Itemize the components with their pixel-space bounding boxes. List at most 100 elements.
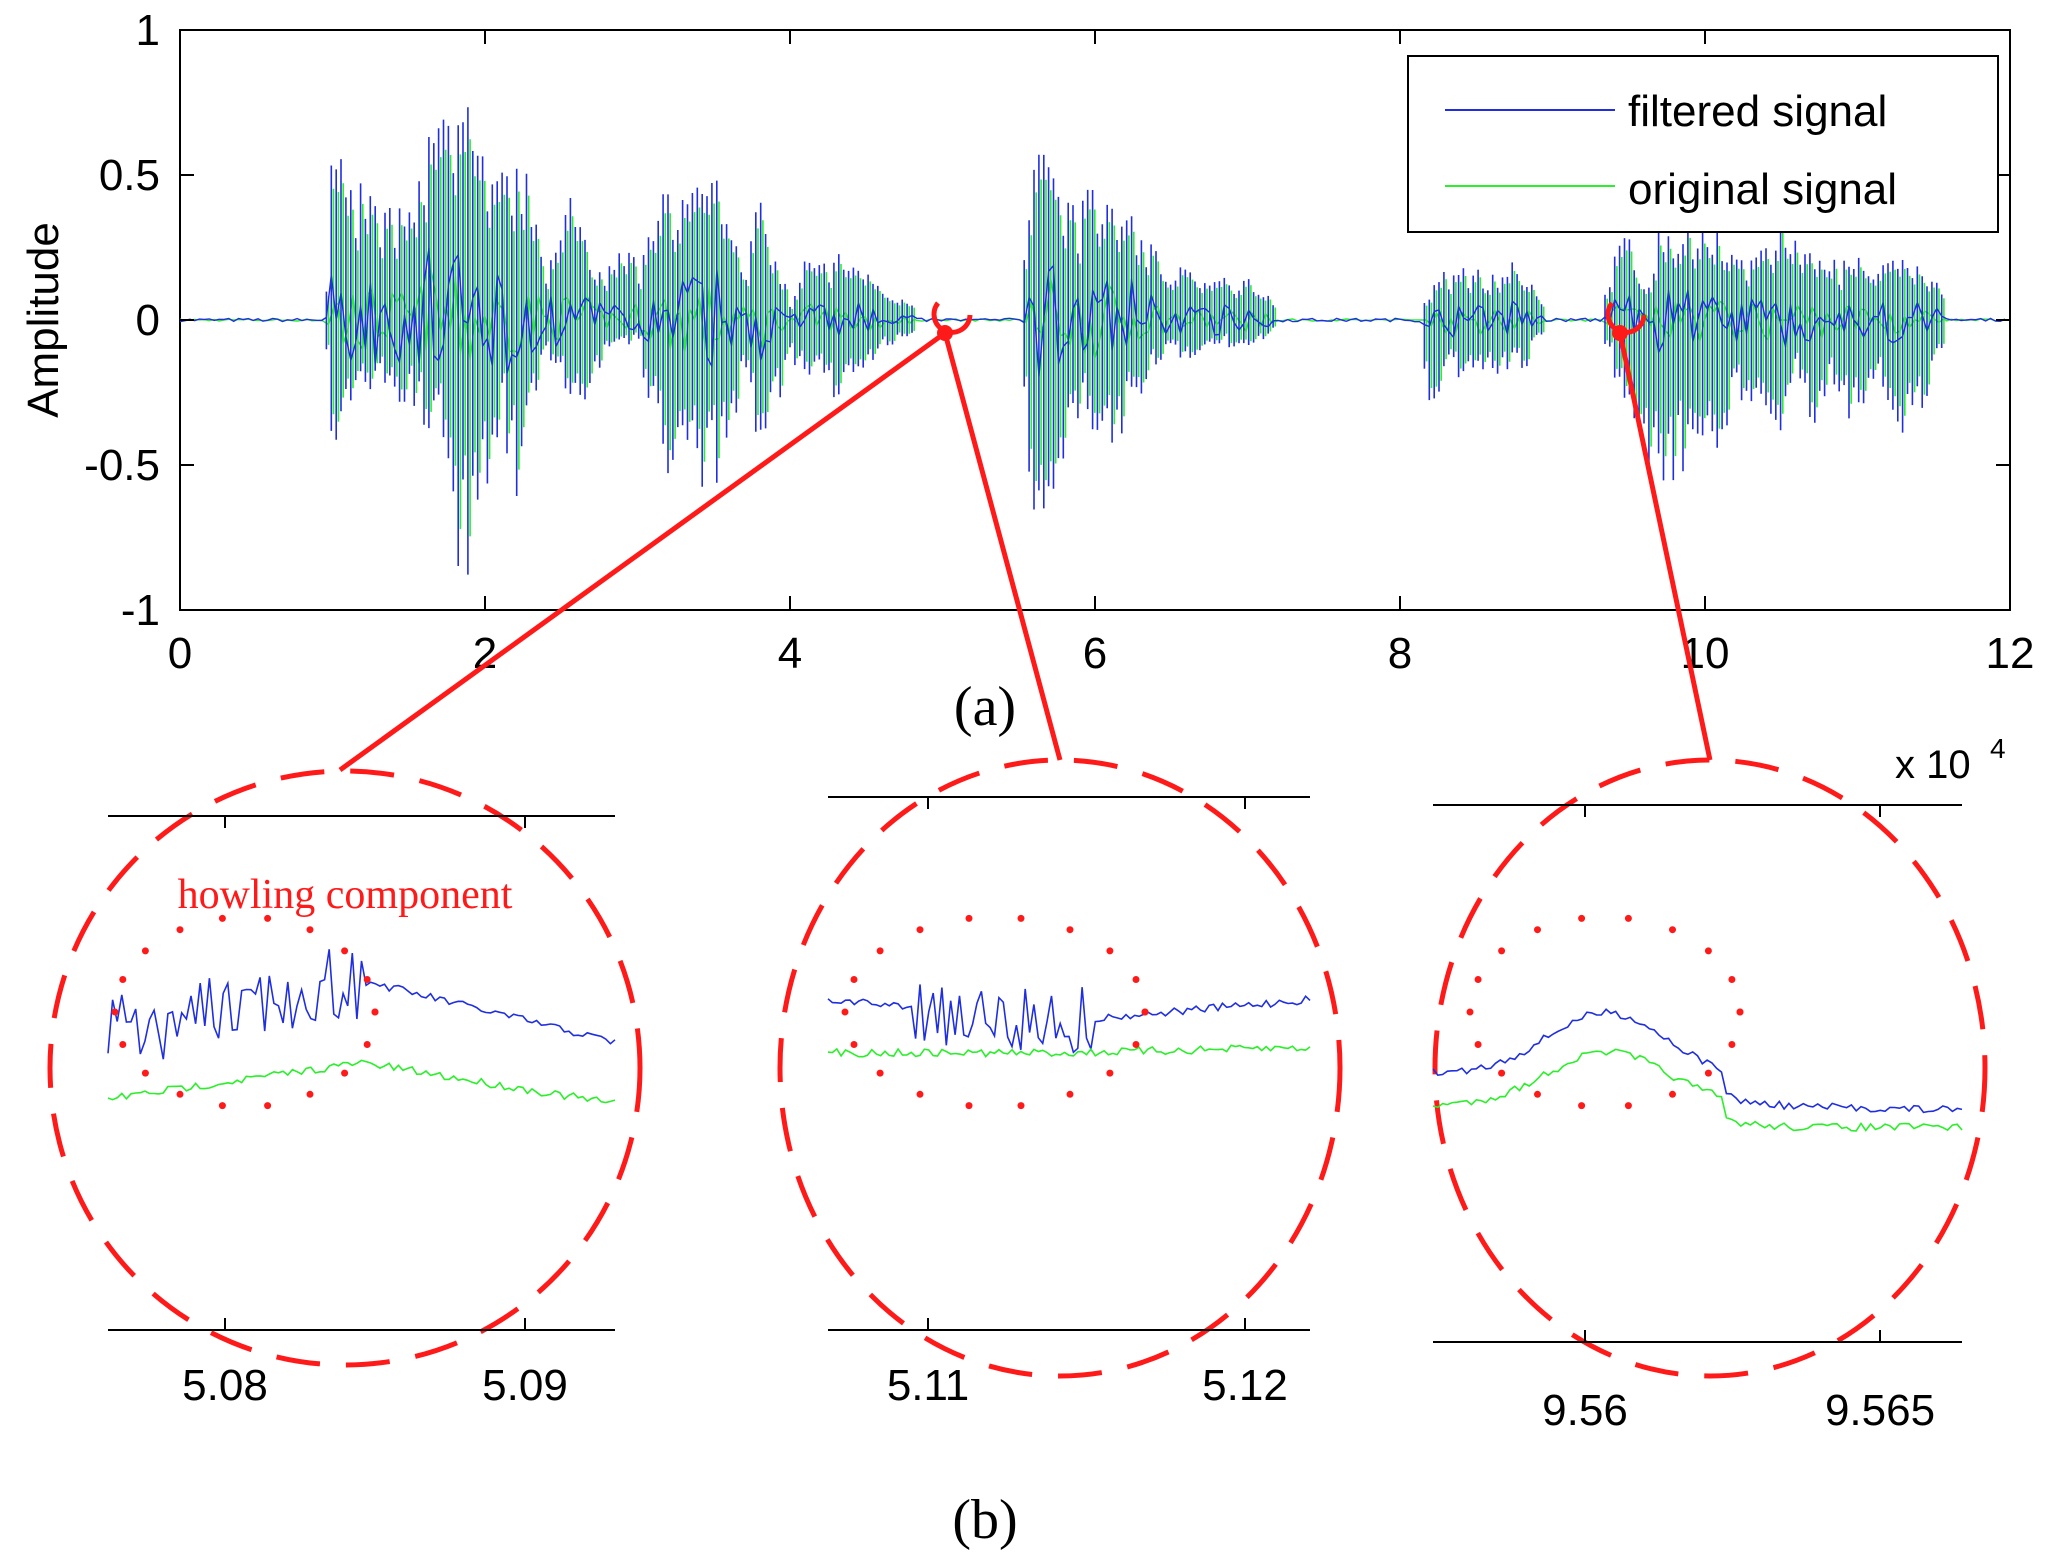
howling-marker-dot	[1017, 914, 1025, 922]
howling-marker-dot	[1066, 1090, 1074, 1098]
howling-marker-dot	[1106, 947, 1114, 955]
howling-marker-dot	[141, 947, 149, 955]
howling-marker-dot	[1017, 1102, 1025, 1110]
howling-marker-dot	[1704, 1069, 1712, 1077]
x-tick-label: 4	[778, 629, 802, 678]
howling-marker-dot	[965, 1102, 973, 1110]
callout-line	[942, 332, 1063, 761]
x-exponent-label: x 10	[1895, 743, 1971, 787]
howling-marker-dot	[363, 976, 371, 983]
howling-marker-dot	[264, 1102, 272, 1110]
zoom-tick-label: 5.08	[182, 1361, 268, 1410]
zoom-filtered-line	[107, 949, 616, 1060]
howling-marker-dot	[119, 976, 127, 983]
y-tick-label: -1	[121, 586, 160, 635]
x-tick-label: 0	[168, 629, 192, 678]
zoom-tick-label: 5.11	[887, 1361, 969, 1410]
howling-marker-dot	[1498, 947, 1506, 955]
legend: filtered signal original signal	[1407, 55, 1999, 233]
caption-a: (a)	[954, 676, 1016, 738]
main-plot: 0 2 4 6 8 10 12 10.50-0.5-1 Amplitude x 10 4 (…	[19, 6, 2034, 787]
howling-marker-dot	[176, 926, 184, 934]
howling-marker-dot	[1498, 1069, 1506, 1077]
howling-marker-dot	[1466, 1008, 1474, 1016]
howling-marker-dot	[1534, 1090, 1541, 1098]
howling-marker-dot	[1728, 976, 1736, 983]
howling-marker-dot	[1534, 926, 1541, 934]
howling-marker-dot	[341, 947, 349, 955]
howling-marker-dot	[119, 1041, 127, 1048]
main-x-tick-labels: 0 2 4 6 8 10 12	[168, 629, 2035, 678]
howling-marker-dot	[850, 1041, 858, 1048]
zoom-tick-label: 5.12	[1202, 1361, 1288, 1410]
x-exponent-power: 4	[1990, 733, 2006, 764]
y-axis-label: Amplitude	[19, 222, 68, 418]
zoom-original-line	[1432, 1048, 1963, 1132]
callout-line	[1617, 332, 1713, 761]
howling-marker-dot	[176, 1090, 184, 1098]
zoom-tick-label: 9.56	[1542, 1386, 1628, 1435]
y-tick-label: 0.5	[99, 151, 160, 200]
zoom-filtered-line	[827, 984, 1311, 1054]
howling-marker-dot	[218, 1102, 226, 1110]
howling-marker-dot	[1141, 1008, 1149, 1016]
howling-marker-dot	[850, 976, 858, 983]
howling-marker-dot	[363, 1041, 371, 1048]
howling-marker-dot	[341, 1069, 349, 1077]
howling-marker-dot	[141, 1069, 149, 1077]
howling-marker-dot	[876, 1069, 884, 1077]
howling-marker-dot	[916, 926, 924, 934]
howling-marker-dot	[1474, 1041, 1482, 1048]
x-tick-label: 8	[1388, 629, 1412, 678]
zoom-original-line	[827, 1044, 1311, 1058]
zoom-panel-1: 5.08 5.09	[47, 768, 643, 1410]
howling-marker-dot	[1132, 976, 1140, 983]
howling-marker-dot	[218, 914, 226, 922]
howling-marker-dot	[306, 926, 314, 934]
howling-marker-dot	[916, 1090, 924, 1098]
y-tick-label: 1	[136, 6, 160, 55]
howling-marker-dot	[111, 1008, 119, 1016]
callout-line	[338, 330, 947, 773]
zoom-original-line	[107, 1059, 616, 1104]
zoom-panel-2: 5.11 5.12	[777, 757, 1343, 1410]
howling-marker-dot	[876, 947, 884, 955]
howling-marker-dot	[1624, 914, 1632, 922]
howling-marker-dot	[1736, 1008, 1744, 1016]
howling-marker-dot	[1066, 926, 1074, 934]
howling-marker-dot	[1669, 1090, 1676, 1098]
howling-marker-dot	[841, 1008, 849, 1016]
main-y-tick-labels: 1 0.5 0 -0.5 -1	[84, 6, 160, 635]
howling-marker-dot	[1624, 1102, 1632, 1110]
zoom-tick-label: 9.565	[1825, 1386, 1935, 1435]
howling-marker-dot	[264, 914, 272, 922]
legend-label-original: original signal	[1628, 165, 1897, 214]
zoom-circle	[47, 768, 643, 1368]
howling-component-label: howling component	[178, 872, 513, 918]
howling-marker-dot	[1669, 926, 1676, 934]
howling-marker-dot	[965, 914, 973, 922]
main-axis-ticks	[179, 29, 2011, 611]
howling-marker-dot	[1704, 947, 1712, 955]
howling-marker-dot	[1474, 976, 1482, 983]
zoom-circle	[777, 757, 1343, 1379]
howling-marker-dot	[1578, 1102, 1586, 1110]
x-tick-label: 6	[1083, 629, 1107, 678]
howling-marker-dot	[371, 1008, 379, 1016]
caption-b: (b)	[952, 1489, 1017, 1551]
y-tick-label: 0	[136, 296, 160, 345]
zoom-tick-label: 5.09	[482, 1361, 568, 1410]
zoom-callouts	[338, 301, 1713, 773]
filtered-signal-series	[179, 107, 2006, 575]
zoom-panel-3: 9.56 9.565	[1432, 757, 1988, 1435]
x-tick-label: 12	[1986, 629, 2035, 678]
howling-marker-dot	[1578, 914, 1586, 922]
howling-marker-dot	[306, 1090, 314, 1098]
zoom-circle	[1432, 757, 1988, 1379]
legend-box	[1407, 55, 1999, 233]
legend-label-filtered: filtered signal	[1628, 87, 1887, 136]
zoom-panels: 5.08 5.09 5.11 5.12 9.56 9.565 howling compone…	[47, 757, 1988, 1435]
filtered-signal-line	[179, 247, 2006, 377]
y-tick-label: -0.5	[84, 441, 160, 490]
